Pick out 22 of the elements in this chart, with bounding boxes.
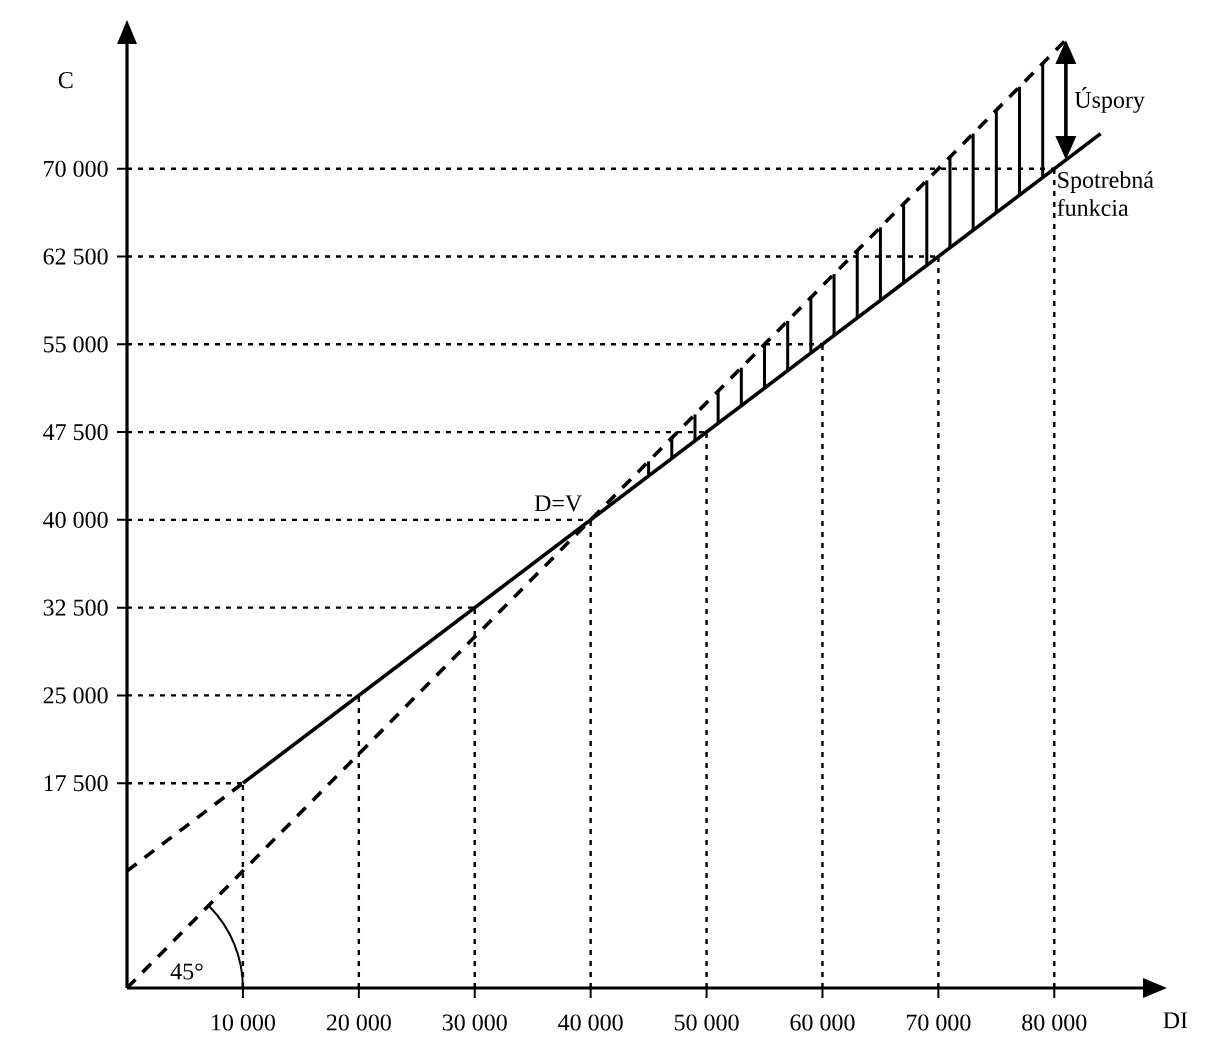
x-tick-label: 40 000 bbox=[558, 1014, 623, 1031]
x-tick-label: 20 000 bbox=[326, 1014, 391, 1031]
y-tick-label: 17 500 bbox=[44, 775, 108, 792]
x-tick-label: 30 000 bbox=[442, 1014, 507, 1031]
y-tick-label: 70 000 bbox=[44, 160, 108, 177]
x-tick-label: 70 000 bbox=[906, 1014, 971, 1031]
x-tick-label: 10 000 bbox=[212, 1014, 275, 1031]
x-axis-title: DI bbox=[1163, 1012, 1188, 1029]
x-tick-label: 80 000 bbox=[1022, 1014, 1087, 1031]
x-tick-label: 60 000 bbox=[790, 1014, 855, 1031]
y-tick-label: 32 500 bbox=[43, 599, 108, 616]
y-tick-label: 55 000 bbox=[43, 336, 108, 353]
legend-label: Spotrebná funkcia bbox=[1057, 171, 1154, 217]
y-axis-title: C bbox=[58, 72, 73, 89]
y-tick-label: 25 000 bbox=[43, 687, 108, 704]
y-tick-label: 62 500 bbox=[43, 248, 108, 265]
annotation: Úspory bbox=[1074, 87, 1145, 113]
x-tick-label: 50 000 bbox=[674, 1014, 739, 1031]
y-tick-label: 47 500 bbox=[43, 423, 108, 441]
annotation: D=V bbox=[534, 495, 582, 512]
y-tick-label: 40 000 bbox=[43, 511, 108, 528]
annotation: 45° bbox=[170, 963, 203, 980]
